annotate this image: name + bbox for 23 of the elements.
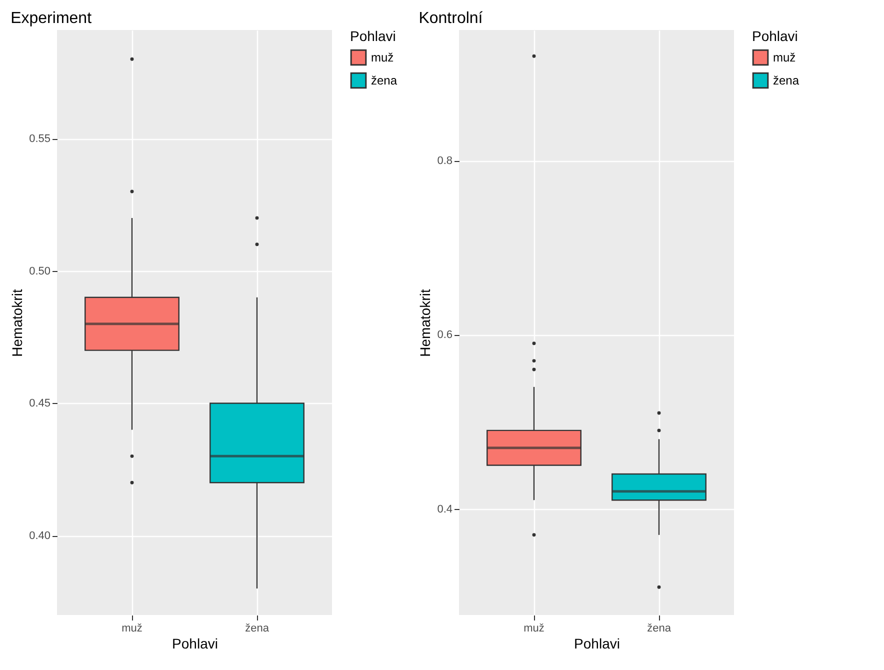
y-tick-label: 0.50 — [29, 265, 50, 278]
legend-title: Pohlavi — [752, 28, 798, 44]
y-tick-label: 0.8 — [437, 155, 452, 168]
x-tick-label: muž — [122, 622, 142, 634]
legend-title: Pohlavi — [350, 28, 396, 44]
legend-label: muž — [773, 50, 796, 64]
y-axis-title: Hematokrit — [9, 289, 26, 357]
y-tick-label: 0.6 — [437, 329, 452, 342]
x-axis-title: Pohlavi — [574, 636, 620, 652]
y-tick-label: 0.40 — [29, 530, 50, 542]
y-tick-label: 0.45 — [29, 398, 50, 410]
chart-title: Kontrolní — [418, 10, 484, 27]
y-tick-label: 0.55 — [29, 133, 50, 146]
x-axis-title: Pohlavi — [172, 636, 218, 652]
legend-label: muž — [371, 50, 394, 64]
x-tick-label: žena — [245, 622, 270, 634]
chart-title: Experiment — [10, 10, 92, 27]
legend-label: žena — [773, 74, 800, 88]
legend-label: žena — [371, 74, 398, 88]
y-tick-label: 0.4 — [437, 503, 452, 516]
x-tick-label: žena — [647, 622, 672, 634]
y-axis-title: Hematokrit — [417, 289, 434, 357]
x-tick-label: muž — [524, 622, 544, 634]
